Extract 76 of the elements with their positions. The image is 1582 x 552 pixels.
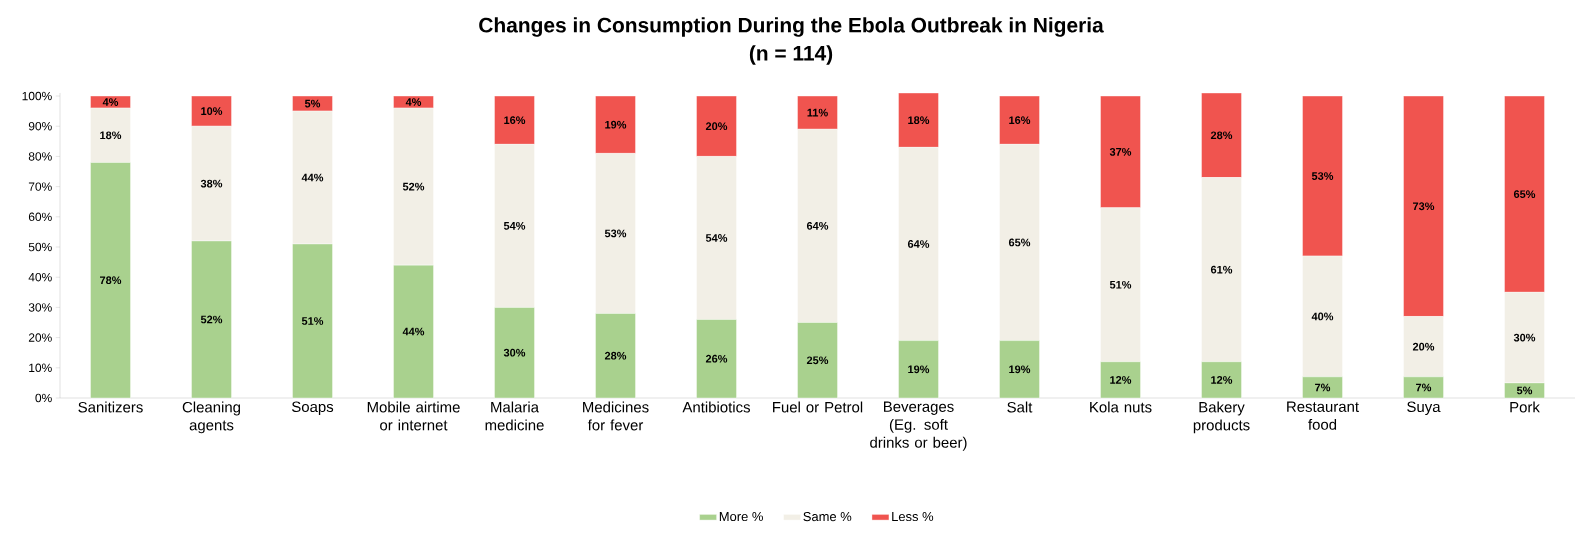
data-label: 54% — [705, 234, 728, 242]
data-label: 64% — [907, 240, 930, 248]
data-label: 20% — [705, 122, 728, 131]
data-label: 5% — [304, 99, 321, 108]
chart-subtitle: (n = 114) — [749, 45, 833, 65]
data-label: 20% — [1412, 342, 1435, 351]
data-label: 28% — [1210, 131, 1233, 140]
x-tick-label: Cleaning agents — [182, 401, 241, 434]
data-label: 64% — [806, 222, 829, 230]
data-label: 53% — [604, 229, 627, 238]
x-tick-label: Kola nuts — [1090, 401, 1152, 413]
x-tick-label: Medicines for fever — [583, 401, 649, 431]
data-label: 78% — [100, 276, 122, 285]
data-label: 10% — [201, 107, 223, 115]
data-label: 30% — [503, 348, 526, 357]
data-label: 7% — [1315, 383, 1331, 392]
data-label: 30% — [1513, 333, 1536, 342]
data-label: 18% — [100, 131, 122, 140]
y-tick-label: 20% — [28, 333, 52, 342]
x-tick-label: Pork — [1510, 401, 1540, 413]
x-tick-label: Mobile airtime or internet — [367, 401, 460, 431]
data-label: 54% — [503, 222, 526, 230]
y-tick-label: 0% — [35, 393, 52, 403]
x-tick-label: Salt — [1007, 401, 1033, 413]
legend-label: Less % — [892, 512, 934, 522]
data-label: 40% — [1311, 312, 1334, 321]
data-label: 12% — [1211, 376, 1233, 384]
data-label: 16% — [1009, 116, 1031, 125]
data-label: 61% — [1210, 265, 1233, 274]
data-label: 25% — [806, 356, 829, 365]
chart-title: Changes in Consumption During the Ebola Outbreak in Nigeria — [479, 17, 1104, 37]
x-tick-label: Sanitizers — [78, 401, 143, 413]
data-label: 53% — [1311, 172, 1334, 180]
x-tick-label: Beverages (Eg. soft drinks or beer) — [870, 401, 967, 451]
x-tick-label: Fuel or Petrol — [773, 401, 863, 413]
y-tick-label: 80% — [28, 152, 52, 161]
data-label: 19% — [908, 365, 930, 374]
data-label: 73% — [1413, 202, 1435, 211]
data-label: 16% — [504, 116, 526, 125]
data-label: 5% — [1516, 386, 1533, 395]
data-label: 37% — [1109, 148, 1132, 156]
data-label: 26% — [705, 354, 728, 363]
data-label: 51% — [301, 317, 324, 325]
legend-label: More % — [719, 512, 763, 522]
y-tick-label: 60% — [28, 212, 52, 222]
y-tick-label: 90% — [28, 121, 52, 131]
data-label: 11% — [807, 108, 828, 117]
data-label: 19% — [605, 120, 627, 129]
y-tick-label: 50% — [28, 242, 52, 252]
data-label: 44% — [301, 173, 324, 182]
data-label: 44% — [402, 327, 425, 336]
data-label: 4% — [102, 98, 119, 106]
y-tick-label: 70% — [28, 182, 52, 191]
x-tick-label: Antibiotics — [682, 401, 750, 413]
data-label: 65% — [1513, 190, 1536, 199]
y-tick-label: 30% — [28, 303, 52, 312]
data-label: 18% — [908, 116, 930, 125]
x-tick-label: Malaria medicine — [485, 401, 544, 431]
data-label: 19% — [1009, 365, 1031, 374]
data-label: 52% — [402, 182, 425, 191]
data-label: 52% — [200, 315, 223, 324]
x-tick-label: Soaps — [291, 401, 334, 416]
data-label: 7% — [1416, 383, 1432, 392]
legend-label: Same % — [803, 511, 852, 522]
y-tick-label: 10% — [29, 363, 52, 373]
x-tick-label: Suya — [1407, 401, 1441, 416]
data-label: 4% — [405, 98, 422, 106]
data-label: 38% — [200, 179, 223, 188]
x-tick-label: Restaurant food — [1287, 401, 1359, 430]
data-label: 12% — [1110, 376, 1132, 384]
data-label: 51% — [1109, 280, 1132, 289]
y-tick-label: 100% — [22, 91, 52, 101]
x-tick-label: Bakery products — [1193, 401, 1250, 434]
data-label: 65% — [1008, 238, 1031, 247]
data-label: 28% — [604, 351, 627, 360]
y-tick-label: 40% — [28, 272, 52, 282]
